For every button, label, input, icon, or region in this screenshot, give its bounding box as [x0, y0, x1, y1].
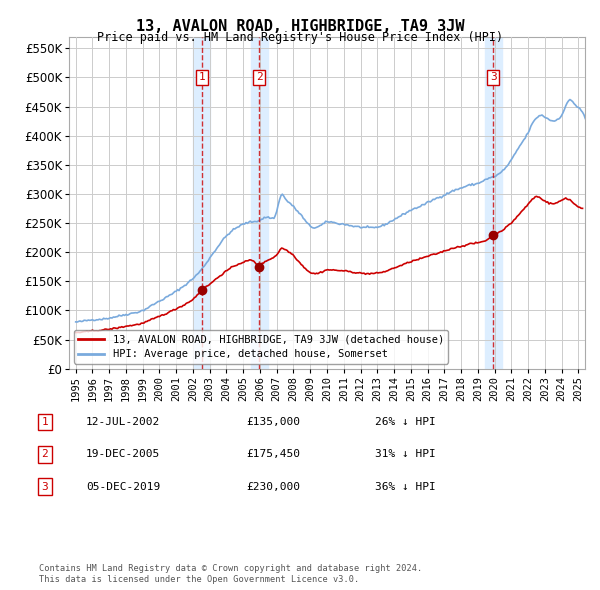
Bar — [485, 37, 502, 369]
Bar — [193, 37, 210, 369]
Text: Contains HM Land Registry data © Crown copyright and database right 2024.: Contains HM Land Registry data © Crown c… — [39, 565, 422, 573]
Bar — [251, 37, 268, 369]
Text: £175,450: £175,450 — [246, 450, 300, 459]
Text: 13, AVALON ROAD, HIGHBRIDGE, TA9 3JW: 13, AVALON ROAD, HIGHBRIDGE, TA9 3JW — [136, 19, 464, 34]
Text: 19-DEC-2005: 19-DEC-2005 — [86, 450, 160, 459]
Text: 12-JUL-2002: 12-JUL-2002 — [86, 417, 160, 427]
Text: £230,000: £230,000 — [246, 482, 300, 491]
Legend: 13, AVALON ROAD, HIGHBRIDGE, TA9 3JW (detached house), HPI: Average price, detac: 13, AVALON ROAD, HIGHBRIDGE, TA9 3JW (de… — [74, 330, 448, 363]
Text: 1: 1 — [41, 417, 49, 427]
Text: £135,000: £135,000 — [246, 417, 300, 427]
Text: This data is licensed under the Open Government Licence v3.0.: This data is licensed under the Open Gov… — [39, 575, 359, 584]
Text: 3: 3 — [41, 482, 49, 491]
Text: 2: 2 — [256, 73, 263, 83]
Text: 36% ↓ HPI: 36% ↓ HPI — [374, 482, 436, 491]
Text: 3: 3 — [490, 73, 497, 83]
Text: 2: 2 — [41, 450, 49, 459]
Text: 05-DEC-2019: 05-DEC-2019 — [86, 482, 160, 491]
Text: 31% ↓ HPI: 31% ↓ HPI — [374, 450, 436, 459]
Text: 1: 1 — [199, 73, 205, 83]
Text: Price paid vs. HM Land Registry's House Price Index (HPI): Price paid vs. HM Land Registry's House … — [97, 31, 503, 44]
Text: 26% ↓ HPI: 26% ↓ HPI — [374, 417, 436, 427]
